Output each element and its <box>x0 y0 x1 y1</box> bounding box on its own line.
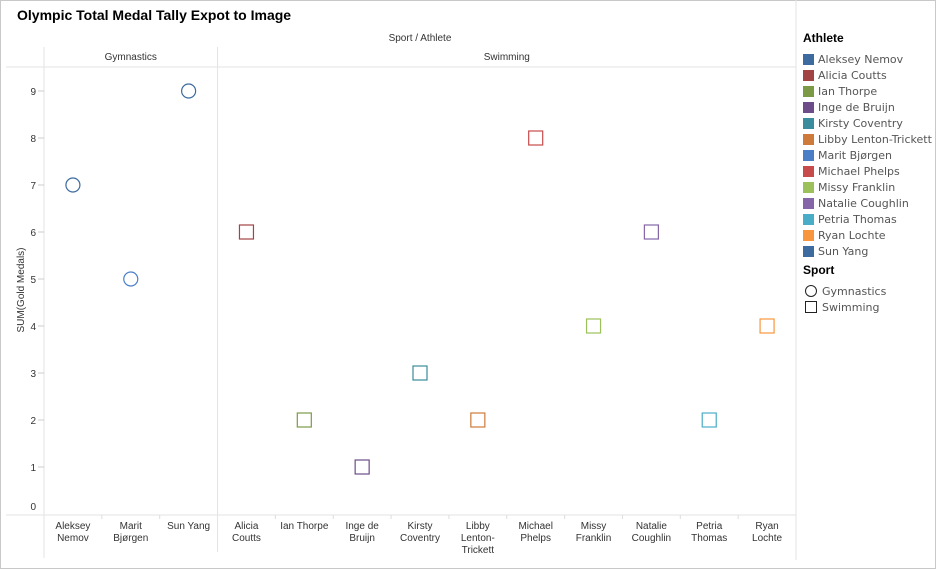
color-swatch-icon <box>803 101 814 113</box>
data-point-square <box>585 318 602 334</box>
x-tick-label: Marit Bjørgen <box>113 521 148 544</box>
data-point-square <box>238 224 255 240</box>
circle-shape-icon <box>805 285 817 297</box>
legend-item-athlete[interactable]: Ian Thorpe <box>803 83 932 99</box>
x-tick-label: Aleksey Nemov <box>55 521 90 544</box>
legend-item-sport[interactable]: Swimming <box>803 299 932 315</box>
legend-label: Missy Franklin <box>818 180 896 194</box>
legend-label: Libby Lenton-Trickett <box>818 132 932 146</box>
data-point-circle <box>123 271 139 287</box>
athlete-legend-list: Aleksey Nemov Alicia Coutts Ian Thorpe Inge… <box>803 51 932 259</box>
color-swatch-icon <box>803 117 814 129</box>
y-tick-label: 8 <box>30 134 36 145</box>
y-tick-label: 5 <box>30 275 36 286</box>
legend-label: Inge de Bruijn <box>818 100 895 114</box>
legend-item-athlete[interactable]: Missy Franklin <box>803 179 932 195</box>
data-point-square <box>296 412 312 428</box>
data-point-square <box>354 459 370 475</box>
color-swatch-icon <box>803 85 814 97</box>
legend-item-athlete[interactable]: Kirsty Coventry <box>803 115 932 131</box>
data-point-square <box>412 365 428 381</box>
legend-item-athlete[interactable]: Michael Phelps <box>803 163 932 179</box>
legend-label: Alicia Coutts <box>818 68 887 82</box>
legend-item-athlete[interactable]: Marit Bjørgen <box>803 147 932 163</box>
chart-title: Olympic Total Medal Tally Expot to Image <box>17 7 291 23</box>
x-tick-label: Ryan Lochte <box>752 521 782 544</box>
data-point-square <box>528 130 544 146</box>
color-swatch-icon <box>803 69 814 81</box>
data-point-circle <box>65 177 81 193</box>
y-tick-label: 0 <box>30 502 36 513</box>
data-point-square <box>643 224 659 240</box>
legend-label: Marit Bjørgen <box>818 148 893 162</box>
pane-header-swimming: Swimming <box>484 52 530 63</box>
y-tick-label: 1 <box>30 463 36 474</box>
x-tick-label: Missy Franklin <box>576 521 612 544</box>
legend-label: Gymnastics <box>822 284 887 298</box>
legend-item-athlete[interactable]: Sun Yang <box>803 243 932 259</box>
legend-label: Swimming <box>822 300 880 314</box>
color-swatch-icon <box>803 229 814 241</box>
color-swatch-icon <box>803 213 814 225</box>
legend-item-athlete[interactable]: Libby Lenton-Trickett <box>803 131 932 147</box>
square-shape-icon <box>805 301 817 313</box>
legend-athlete-title: Athlete <box>803 31 844 45</box>
x-tick-label: Inge de Bruijn <box>345 521 379 544</box>
legend-item-athlete[interactable]: Petria Thomas <box>803 211 932 227</box>
legend-sport-title: Sport <box>803 263 835 277</box>
x-tick-label: Michael Phelps <box>518 521 552 544</box>
x-tick-label: Alicia Coutts <box>232 521 261 544</box>
color-swatch-icon <box>803 133 814 145</box>
legend-item-athlete[interactable]: Alicia Coutts <box>803 67 932 83</box>
sport-legend-list: Gymnastics Swimming <box>803 283 932 315</box>
y-tick-label: 6 <box>30 228 36 239</box>
legend-label: Ian Thorpe <box>818 84 878 98</box>
color-swatch-icon <box>803 181 814 193</box>
legend-label: Petria Thomas <box>818 212 897 226</box>
x-tick-label: Libby Lenton-Trickett <box>461 521 495 556</box>
x-tick-label: Kirsty Coventry <box>400 521 440 544</box>
pane-header-gymnastics: Gymnastics <box>105 52 157 63</box>
color-swatch-icon <box>803 149 814 161</box>
y-tick-label: 3 <box>30 369 36 380</box>
color-swatch-icon <box>803 165 814 177</box>
x-tick-label: Natalie Coughlin <box>632 521 671 544</box>
x-tick-label: Sun Yang <box>167 521 210 532</box>
legend-label: Aleksey Nemov <box>818 52 904 66</box>
color-swatch-icon <box>803 53 814 65</box>
color-swatch-icon <box>803 197 814 209</box>
legend-label: Kirsty Coventry <box>818 116 903 130</box>
x-tick-label: Petria Thomas <box>691 521 727 544</box>
legend-item-athlete[interactable]: Natalie Coughlin <box>803 195 932 211</box>
y-tick-label: 7 <box>30 181 36 192</box>
legend-item-sport[interactable]: Gymnastics <box>803 283 932 299</box>
y-tick-label: 4 <box>30 322 36 333</box>
legend-item-athlete[interactable]: Aleksey Nemov <box>803 51 932 67</box>
legend-item-athlete[interactable]: Inge de Bruijn <box>803 99 932 115</box>
legend-label: Michael Phelps <box>818 164 900 178</box>
legend-label: Natalie Coughlin <box>818 196 909 210</box>
column-header: Sport / Athlete <box>389 33 452 44</box>
data-point-square <box>759 318 775 334</box>
data-point-circle <box>181 83 197 99</box>
color-swatch-icon <box>803 245 814 257</box>
data-point-square <box>470 412 486 428</box>
legend-item-athlete[interactable]: Ryan Lochte <box>803 227 932 243</box>
x-tick-label: Ian Thorpe <box>280 521 329 532</box>
legend-label: Ryan Lochte <box>818 228 886 242</box>
y-tick-label: 9 <box>30 87 36 98</box>
legend: Athlete Aleksey Nemov Alicia Coutts Ian Th… <box>803 31 932 315</box>
y-tick-label: 2 <box>30 416 36 427</box>
y-axis-label: SUM(Gold Medals) <box>16 247 27 332</box>
legend-label: Sun Yang <box>818 244 869 258</box>
data-point-square <box>701 412 717 428</box>
